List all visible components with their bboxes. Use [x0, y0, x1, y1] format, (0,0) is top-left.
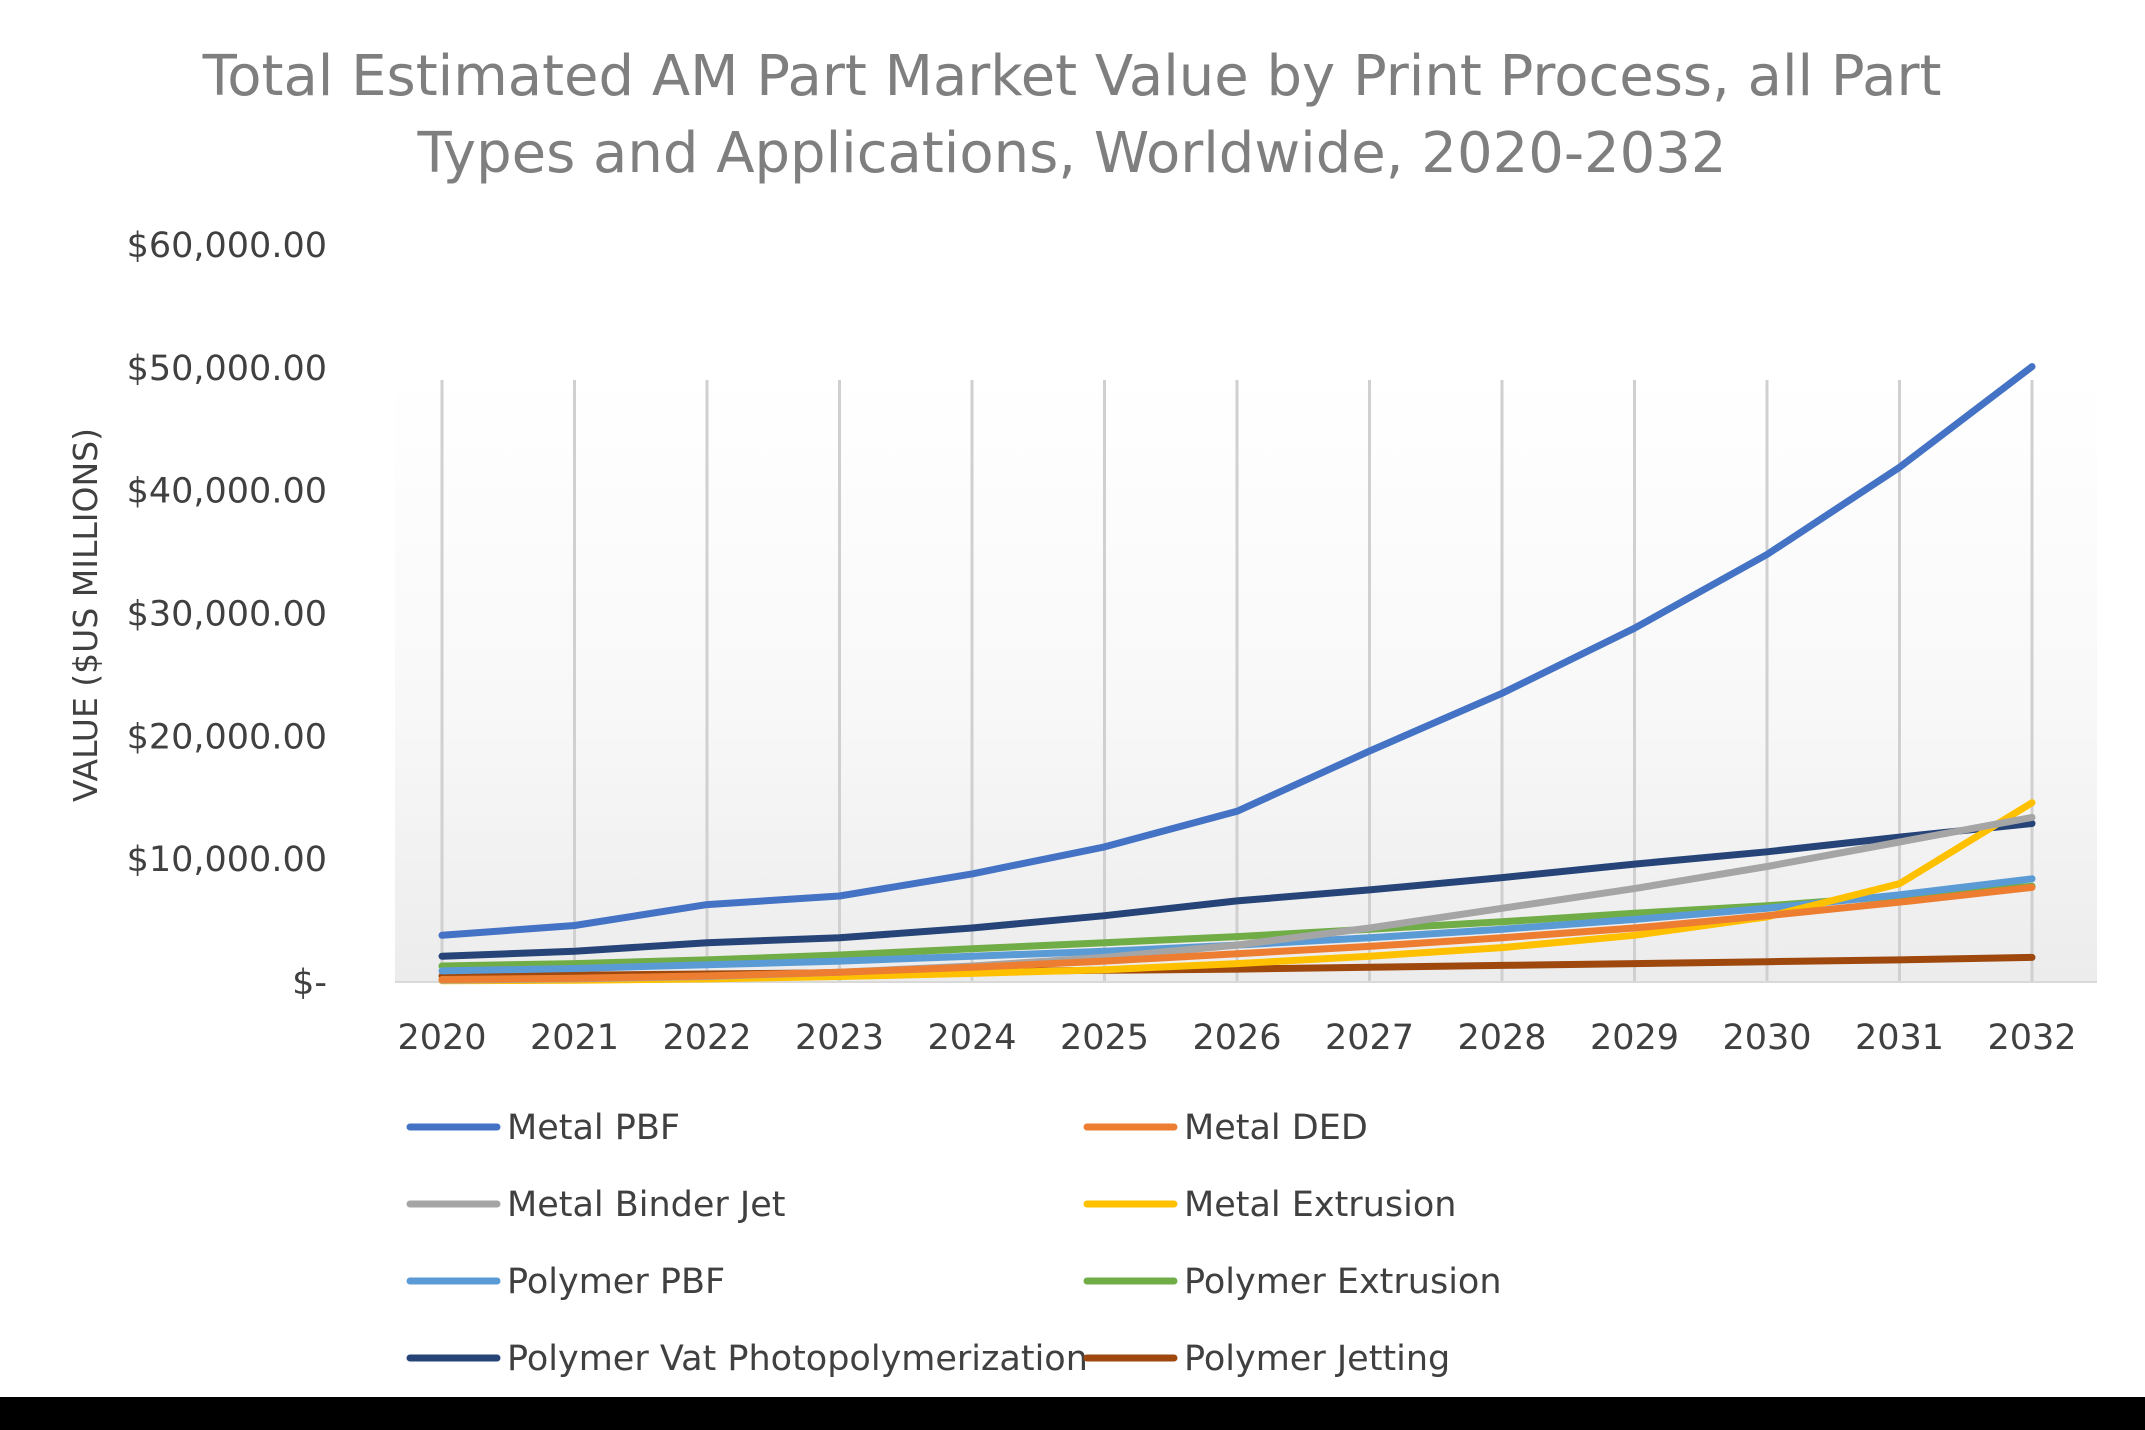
y-tick-label: $20,000.00: [127, 717, 327, 757]
legend-label-polymer-jetting: Polymer Jetting: [1184, 1339, 1450, 1379]
legend-label-polymer-extrusion: Polymer Extrusion: [1184, 1262, 1502, 1302]
y-axis-title: VALUE ($US MILLIONS): [66, 428, 105, 802]
y-axis-tick-labels: $- $10,000.00 $20,000.00 $30,000.00 $40,000.…: [127, 226, 327, 1003]
bottom-border-bar: [0, 1397, 2145, 1430]
series-lines: [438, 363, 2036, 985]
x-tick-label-2026: 2026: [1192, 1018, 1281, 1058]
x-tick-label-2020: 2020: [397, 1018, 486, 1058]
series-line-polymer-vat-photopolymerization: [438, 820, 2036, 960]
series-line-metal-pbf: [438, 363, 2036, 939]
y-tick-label: $40,000.00: [127, 472, 327, 512]
series-line-metal-ded: [438, 883, 2036, 983]
legend-label-polymer-vat-photopolymerization: Polymer Vat Photopolymerization: [507, 1339, 1088, 1379]
x-tick-label-2021: 2021: [530, 1018, 619, 1058]
y-tick-label: $60,000.00: [127, 226, 327, 266]
x-tick-label-2030: 2030: [1722, 1018, 1811, 1058]
legend-label-polymer-pbf: Polymer PBF: [507, 1262, 725, 1302]
x-tick-label-2023: 2023: [795, 1018, 884, 1058]
legend: Metal PBF Metal DED Metal Binder Jet Metal …: [406, 1108, 1502, 1379]
x-tick-label-2024: 2024: [927, 1018, 1016, 1058]
x-tick-label-2025: 2025: [1060, 1018, 1149, 1058]
chart-title-line-2: Types and Applications, Worldwide, 2020-…: [416, 121, 1726, 186]
x-axis-tick-labels: 2020 2021 2022 2023 2024 2025 2026 2027 2028 2029…: [397, 1018, 2076, 1058]
x-tick-label-2027: 2027: [1325, 1018, 1414, 1058]
chart-title-line-1: Total Estimated AM Part Market Value by …: [202, 44, 1942, 109]
x-tick-label-2022: 2022: [662, 1018, 751, 1058]
legend-label-metal-pbf: Metal PBF: [507, 1108, 680, 1148]
legend-label-metal-ded: Metal DED: [1184, 1108, 1368, 1148]
y-tick-label: $-: [292, 963, 327, 1003]
x-tick-label-2032: 2032: [1987, 1018, 2076, 1058]
legend-label-metal-binder-jet: Metal Binder Jet: [507, 1185, 786, 1225]
x-tick-label-2031: 2031: [1855, 1018, 1944, 1058]
y-tick-label: $30,000.00: [127, 595, 327, 635]
x-tick-label-2029: 2029: [1590, 1018, 1679, 1058]
y-tick-label: $50,000.00: [127, 349, 327, 389]
y-tick-label: $10,000.00: [127, 840, 327, 880]
plot-area-background: [395, 375, 2097, 982]
x-tick-label-2028: 2028: [1457, 1018, 1546, 1058]
legend-label-metal-extrusion: Metal Extrusion: [1184, 1185, 1456, 1225]
